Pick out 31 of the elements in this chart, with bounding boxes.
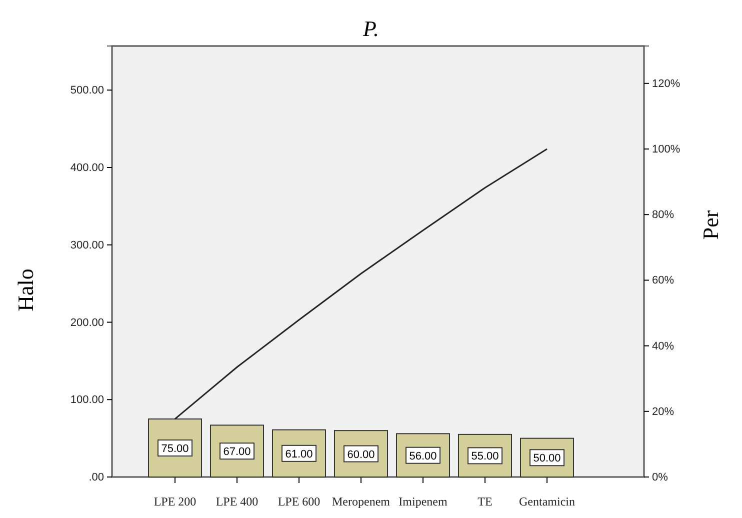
x-tick-label: Meropenem — [332, 494, 391, 509]
data-label: 56.00 — [409, 450, 437, 462]
y2-tick-label: 60% — [652, 274, 674, 287]
y2-tick-label: 120% — [652, 78, 680, 90]
x-tick-label: Imipenem — [398, 494, 448, 509]
y-tick-label: .00 — [88, 472, 104, 484]
x-tick-label: LPE 200 — [154, 494, 196, 509]
y2-tick-label: 0% — [652, 472, 668, 484]
y-tick-label: 500.00 — [70, 84, 104, 97]
y-tick-label: 400.00 — [70, 162, 104, 174]
x-tick-label: Gentamicin — [519, 494, 575, 509]
data-label: 67.00 — [223, 446, 251, 458]
data-label: 60.00 — [347, 448, 375, 461]
y2-axis-title: Per — [698, 210, 723, 240]
y-tick-label: 100.00 — [70, 394, 104, 406]
y2-tick-label: 20% — [652, 406, 674, 418]
x-tick-label: LPE 600 — [278, 494, 320, 509]
x-tick-label: LPE 400 — [216, 494, 258, 509]
data-label: 61.00 — [285, 448, 313, 460]
x-tick-label: TE — [478, 494, 492, 509]
y2-tick-label: 80% — [652, 209, 674, 222]
data-label: 75.00 — [161, 442, 189, 455]
chart-title: P. — [362, 16, 380, 41]
data-label: 50.00 — [533, 452, 561, 465]
y-tick-label: 300.00 — [70, 239, 104, 252]
y-tick-label: 200.00 — [70, 316, 104, 329]
data-label: 55.00 — [471, 450, 499, 463]
y2-tick-label: 100% — [652, 144, 680, 156]
line-series — [174, 148, 548, 420]
y-axis-title: Halo — [13, 268, 38, 312]
y2-tick-label: 40% — [652, 340, 674, 352]
